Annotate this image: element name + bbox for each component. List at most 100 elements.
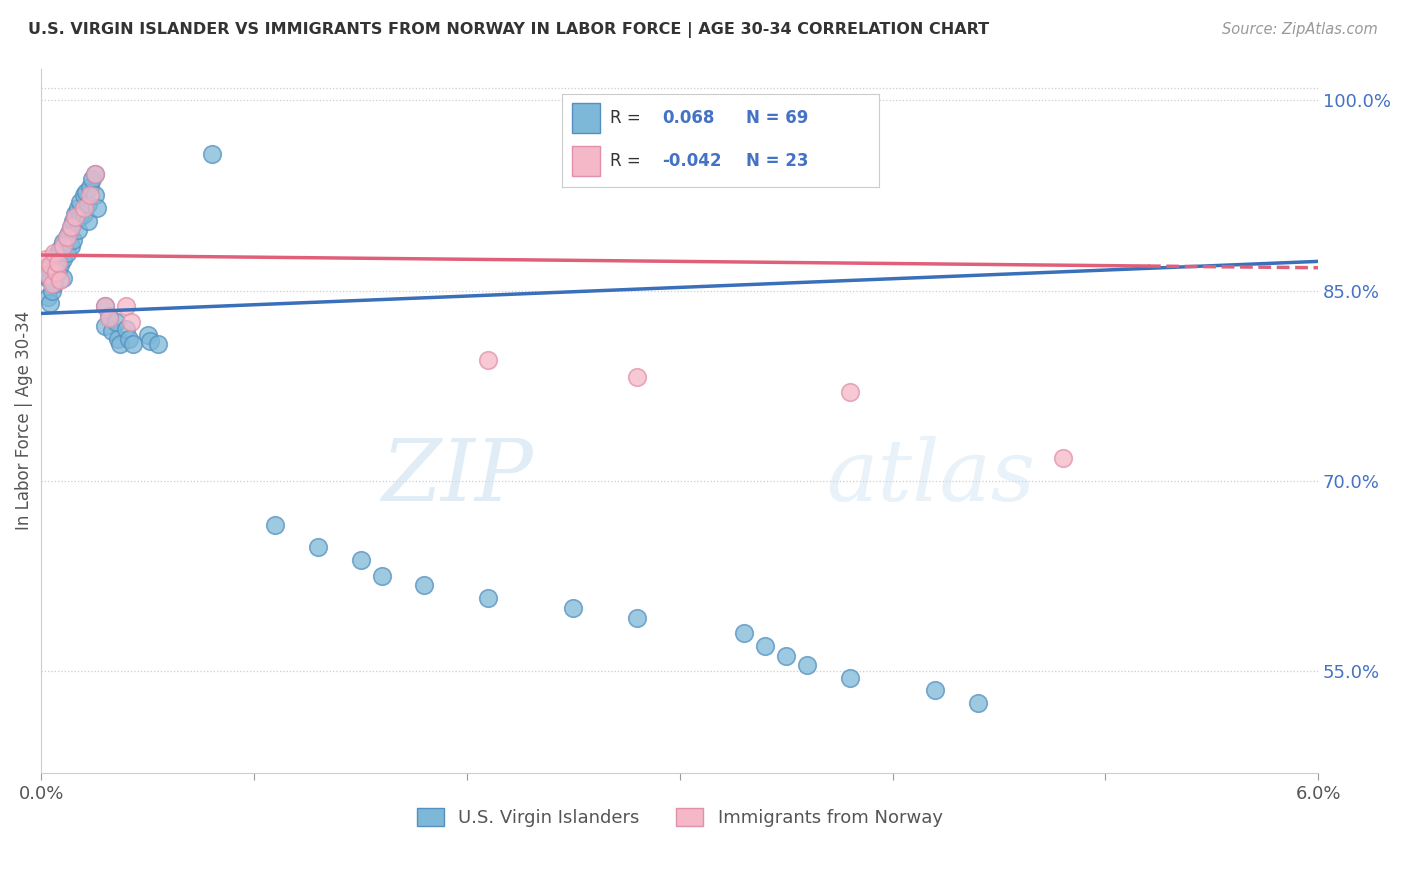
Point <box>77 214 100 228</box>
Point <box>60 239 83 253</box>
Point <box>307 540 329 554</box>
Point <box>49 273 72 287</box>
Point <box>86 201 108 215</box>
Point <box>136 328 159 343</box>
Point <box>477 353 499 368</box>
Point <box>117 332 139 346</box>
Point <box>48 264 70 278</box>
Point <box>41 277 63 292</box>
Point <box>94 319 117 334</box>
Point <box>79 188 101 202</box>
Text: R =: R = <box>610 153 641 170</box>
Point <box>107 332 129 346</box>
Point <box>60 220 83 235</box>
Point <box>62 214 84 228</box>
Point <box>148 336 170 351</box>
Point <box>52 271 75 285</box>
Point <box>42 245 65 260</box>
Point <box>924 683 946 698</box>
Point <box>775 648 797 663</box>
Point <box>104 315 127 329</box>
Point <box>371 569 394 583</box>
Point <box>98 311 121 326</box>
Point <box>94 299 117 313</box>
Point <box>839 385 862 400</box>
Point <box>65 210 87 224</box>
Point <box>56 230 79 244</box>
Point <box>38 273 60 287</box>
Text: -0.042: -0.042 <box>662 153 721 170</box>
Point <box>37 268 59 283</box>
Point <box>108 336 131 351</box>
Point <box>115 299 138 313</box>
Point <box>77 197 100 211</box>
Text: N = 69: N = 69 <box>747 109 808 127</box>
Text: N = 23: N = 23 <box>747 153 808 170</box>
Point <box>52 252 75 266</box>
Point <box>200 146 222 161</box>
Point <box>1052 451 1074 466</box>
Point <box>75 185 97 199</box>
Point <box>966 696 988 710</box>
Point <box>796 657 818 672</box>
Text: 0.068: 0.068 <box>662 109 714 127</box>
Point <box>121 336 143 351</box>
Point <box>79 179 101 194</box>
Point <box>264 518 287 533</box>
Point <box>73 201 96 215</box>
Point <box>56 230 79 244</box>
Point <box>58 227 80 241</box>
Point <box>139 334 162 349</box>
Point <box>52 239 75 253</box>
Point <box>62 233 84 247</box>
Point <box>45 268 67 283</box>
Point <box>38 296 60 310</box>
Text: ZIP: ZIP <box>381 435 533 518</box>
Point <box>83 167 105 181</box>
Point <box>94 299 117 313</box>
Point <box>73 188 96 202</box>
Point <box>626 611 648 625</box>
Point <box>66 201 89 215</box>
Point <box>41 284 63 298</box>
Point <box>120 315 142 329</box>
Point <box>413 578 436 592</box>
Point <box>65 207 87 221</box>
Point <box>34 252 56 266</box>
Point <box>83 167 105 181</box>
Y-axis label: In Labor Force | Age 30-34: In Labor Force | Age 30-34 <box>15 311 32 530</box>
Point <box>37 271 59 285</box>
Point <box>37 290 59 304</box>
Point <box>52 235 75 250</box>
Point <box>34 260 56 275</box>
Point <box>839 671 862 685</box>
Point <box>38 258 60 272</box>
Point <box>83 188 105 202</box>
Point <box>49 258 72 272</box>
Text: U.S. VIRGIN ISLANDER VS IMMIGRANTS FROM NORWAY IN LABOR FORCE | AGE 30-34 CORREL: U.S. VIRGIN ISLANDER VS IMMIGRANTS FROM … <box>28 22 990 38</box>
Point <box>477 591 499 605</box>
Text: atlas: atlas <box>827 435 1036 518</box>
Point <box>73 207 96 221</box>
Point <box>48 255 70 269</box>
Point <box>45 248 67 262</box>
Point <box>48 245 70 260</box>
Point <box>56 245 79 260</box>
Point <box>98 309 121 323</box>
Point <box>69 194 91 209</box>
Point <box>626 369 648 384</box>
Legend: U.S. Virgin Islanders, Immigrants from Norway: U.S. Virgin Islanders, Immigrants from N… <box>409 800 949 834</box>
Point <box>69 210 91 224</box>
Point <box>42 277 65 292</box>
Point <box>562 600 585 615</box>
Point <box>115 321 138 335</box>
Point <box>49 242 72 256</box>
Point <box>733 626 755 640</box>
Point <box>66 222 89 236</box>
Point <box>60 220 83 235</box>
Point <box>754 639 776 653</box>
Point <box>45 264 67 278</box>
Bar <box>572 103 600 133</box>
Point <box>41 258 63 272</box>
Point <box>42 252 65 266</box>
